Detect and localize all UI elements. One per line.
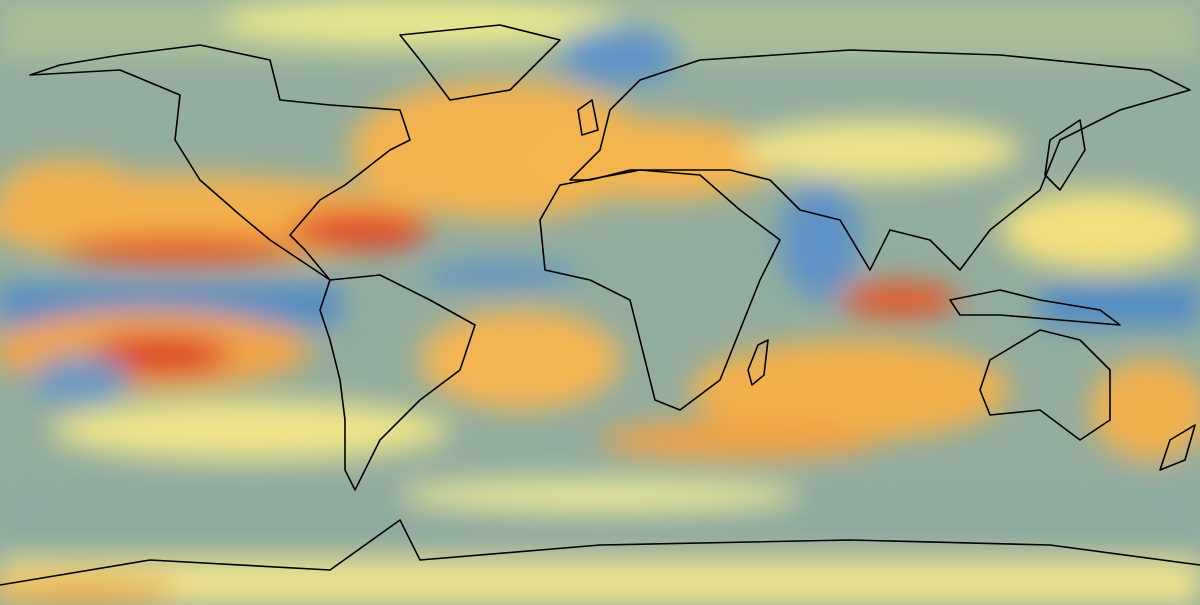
north-america [29, 44, 411, 281]
africa [539, 169, 781, 411]
eurasia [569, 49, 1191, 271]
greenland [399, 24, 561, 101]
japan [1044, 119, 1086, 191]
uk [577, 99, 599, 136]
coastlines [0, 24, 1200, 586]
indonesia [949, 289, 1121, 326]
antarctica [0, 519, 1200, 586]
madagascar [747, 339, 769, 386]
new-zealand [1159, 424, 1196, 471]
australia [979, 329, 1111, 441]
south-america [319, 274, 476, 491]
